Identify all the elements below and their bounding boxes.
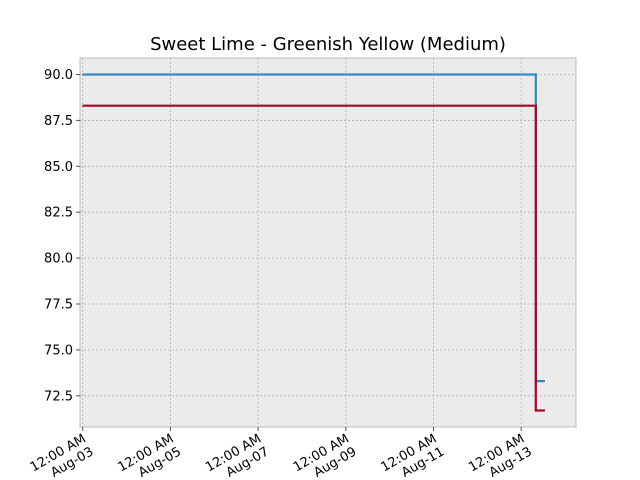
chart-title: Sweet Lime - Greenish Yellow (Medium) [150, 34, 506, 55]
series-layer [82, 73, 545, 412]
x-tick-label: 12:00 AMAug-03 [28, 431, 96, 480]
y-axis: 72.5 75.0 77.5 80.0 82.5 85.0 87.5 90.0 [44, 68, 80, 404]
y-tick-label: 75.0 [44, 343, 73, 358]
x-tick-label: 12:00 AMAug-11 [379, 431, 447, 480]
y-tick-label: 82.5 [44, 206, 73, 221]
plot-area [79, 57, 577, 428]
x-tick-label: 12:00 AMAug-09 [291, 431, 359, 480]
y-tick-label: 80.0 [44, 252, 73, 267]
y-tick-label: 90.0 [44, 68, 73, 83]
x-tick-label: 12:00 AMAug-13 [466, 431, 534, 480]
y-tick-label: 77.5 [44, 298, 73, 313]
y-tick-label: 85.0 [44, 160, 73, 175]
x-tick-label: 12:00 AMAug-05 [115, 431, 183, 480]
x-axis: 12:00 AMAug-03 12:00 AMAug-05 12:00 AMAug-… [28, 427, 535, 480]
x-tick-label: 12:00 AMAug-07 [203, 431, 271, 480]
y-tick-label: 87.5 [44, 114, 73, 129]
series-line-2 [82, 104, 545, 412]
y-tick-label: 72.5 [44, 389, 73, 404]
